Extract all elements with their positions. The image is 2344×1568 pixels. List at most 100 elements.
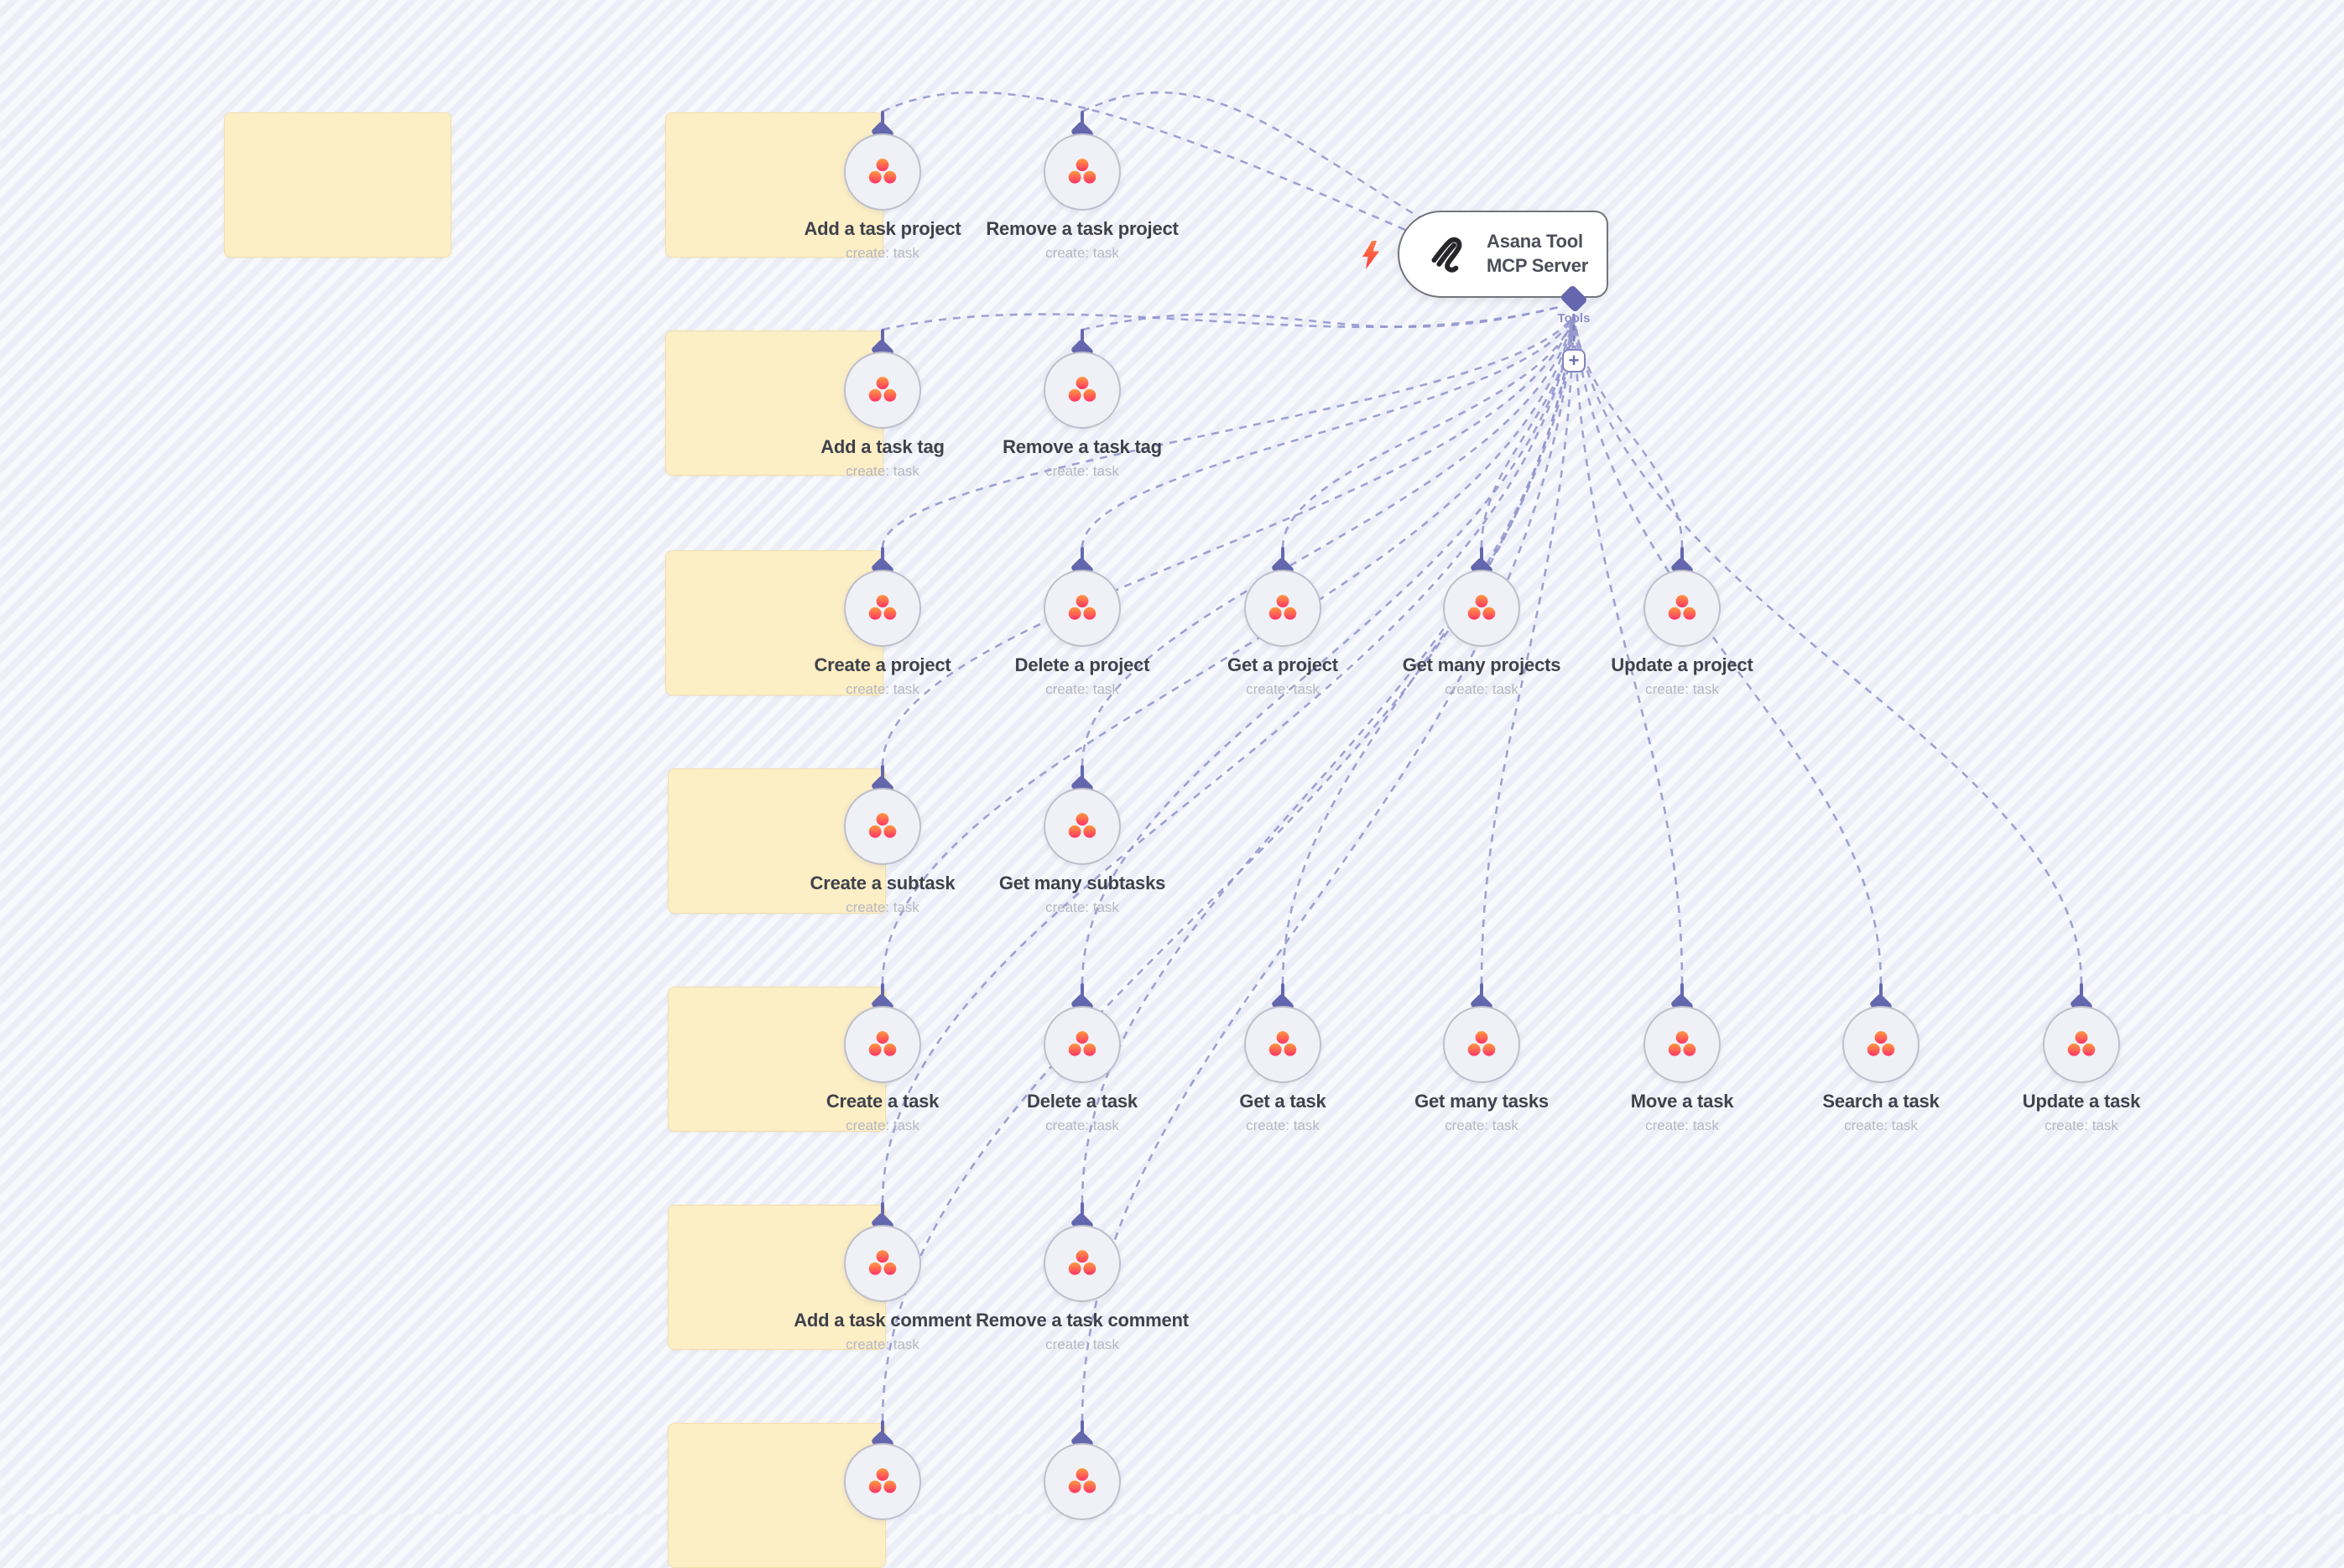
asana-icon (1467, 595, 1496, 620)
tool-node-circle[interactable] (1044, 352, 1121, 429)
tool-node-text: Search a task create: task (1763, 1090, 1998, 1134)
tool-node-label: Get a project (1227, 654, 1338, 675)
tool-node-text: Get many subtasks create: task (965, 872, 1200, 916)
tools-port-label: Tools (1557, 311, 1591, 326)
asana-icon (1867, 1031, 1895, 1056)
tool-node-label: Add a task comment (794, 1310, 971, 1331)
tool-node-circle[interactable] (844, 133, 921, 211)
tool-node-sublabel: create: task (1045, 244, 1119, 261)
tool-node-sublabel: create: task (1045, 680, 1119, 697)
tool-node-sublabel: create: task (1645, 680, 1719, 697)
tool-node-label: Search a task (1822, 1091, 1940, 1112)
tool-node-sublabel: create: task (846, 1336, 919, 1352)
tool-node-circle[interactable] (844, 1006, 921, 1083)
sticky-note[interactable] (224, 112, 451, 258)
tool-node-label: Update a project (1611, 654, 1753, 675)
tool-node-sublabel: create: task (1045, 462, 1119, 479)
tool-node-circle[interactable] (1643, 570, 1721, 647)
tool-node-circle[interactable] (844, 352, 921, 429)
tool-node-text: Delete a task create: task (965, 1090, 1200, 1134)
asana-icon (1068, 813, 1096, 838)
tool-node-label: Add a task tag (820, 436, 945, 457)
tool-node-label: Update a task (2022, 1091, 2141, 1112)
tool-node-text (965, 1527, 1200, 1531)
tool-node-circle[interactable] (1044, 570, 1121, 647)
tool-node-sublabel: create: task (1045, 1117, 1119, 1133)
tool-node-text: Remove a task project create: task (965, 217, 1200, 262)
asana-icon (1068, 595, 1096, 620)
asana-icon (868, 377, 897, 402)
tool-node-circle[interactable] (844, 1225, 921, 1302)
tool-node-circle[interactable] (1244, 1006, 1321, 1083)
tool-node-circle[interactable] (2043, 1006, 2120, 1083)
mcp-server-node[interactable]: Asana Tool MCP Server (1398, 211, 1608, 298)
tool-node-circle[interactable] (1244, 570, 1321, 647)
tool-node-label: Create a project (814, 654, 951, 675)
tool-node-circle[interactable] (1643, 1006, 1721, 1083)
tool-node-label: Get many projects (1402, 654, 1561, 675)
asana-icon (868, 1250, 897, 1275)
tool-node-sublabel: create: task (846, 462, 919, 479)
tool-node-text: Update a project create: task (1565, 654, 1800, 698)
tool-node-circle[interactable] (844, 1443, 921, 1520)
tool-node-label: Remove a task tag (1003, 436, 1162, 457)
mcp-logo-icon (1426, 232, 1470, 276)
add-tool-button[interactable]: + (1562, 349, 1586, 372)
tool-node-circle[interactable] (1443, 1006, 1520, 1083)
tool-node-circle[interactable] (1044, 788, 1121, 865)
tool-node-circle[interactable] (844, 570, 921, 647)
asana-icon (1668, 1031, 1696, 1056)
asana-icon (1068, 1250, 1096, 1275)
tool-node-sublabel: create: task (1045, 1336, 1119, 1352)
tool-node-circle[interactable] (1044, 1225, 1121, 1302)
asana-icon (1668, 595, 1696, 620)
asana-icon (1068, 1031, 1096, 1056)
tool-node-label: Add a task project (804, 218, 961, 239)
asana-icon (868, 813, 897, 838)
tool-node-label: Get many subtasks (998, 873, 1166, 893)
tool-node-sublabel: create: task (846, 680, 919, 697)
lightning-bolt-icon (1362, 240, 1379, 274)
connector-stem (1879, 983, 1883, 998)
tool-node-text: Get many tasks create: task (1364, 1090, 1599, 1134)
asana-icon (1068, 159, 1096, 184)
tool-node-text: Update a task create: task (1964, 1090, 2199, 1134)
tool-node-label: Move a task (1630, 1091, 1734, 1112)
tool-node-text: Move a task create: task (1565, 1090, 1800, 1134)
tool-node-sublabel: create: task (846, 244, 919, 261)
tool-node-sublabel: create: task (1645, 1117, 1719, 1133)
tool-node-sublabel: create: task (846, 899, 919, 915)
tool-node-label: Remove a task comment (976, 1310, 1189, 1331)
tool-node-circle[interactable] (1842, 1006, 1919, 1083)
tool-node-text: Get many projects create: task (1364, 654, 1599, 698)
tool-node-label: Get many tasks (1414, 1091, 1549, 1112)
tool-nodes-layer: Add a task project create: task Remove a… (794, 111, 2199, 1520)
asana-icon (868, 1468, 897, 1493)
tool-node-sublabel: create: task (2044, 1117, 2118, 1133)
tool-node-circle[interactable] (1443, 570, 1520, 647)
tool-node-label: Remove a task project (986, 218, 1179, 239)
tool-node-text: Remove a task tag create: task (965, 435, 1200, 480)
tool-node-sublabel: create: task (1844, 1117, 1918, 1133)
tool-node-circle[interactable] (1044, 1006, 1121, 1083)
connector-stem (1081, 1420, 1084, 1435)
tool-node-circle[interactable] (844, 788, 921, 865)
mcp-server-title: Asana Tool MCP Server (1487, 231, 1589, 276)
tool-node-label: Delete a project (1014, 654, 1150, 675)
tool-node-label: Get a task (1239, 1091, 1326, 1112)
connector-stem (881, 1420, 884, 1435)
asana-icon (1268, 595, 1297, 620)
asana-icon (1068, 1468, 1096, 1493)
tool-node-circle[interactable] (1044, 133, 1121, 211)
asana-icon (1268, 1031, 1297, 1056)
asana-icon (868, 159, 897, 184)
tool-node-sublabel: create: task (846, 1117, 919, 1133)
tool-node-sublabel: create: task (1045, 899, 1119, 915)
asana-icon (2067, 1031, 2096, 1056)
asana-icon (1068, 377, 1096, 402)
tool-node-circle[interactable] (1044, 1443, 1121, 1520)
tool-node-sublabel: create: task (1445, 1117, 1518, 1133)
tool-node-label: Delete a task (1027, 1091, 1138, 1112)
tool-node-sublabel: create: task (1246, 1117, 1320, 1133)
